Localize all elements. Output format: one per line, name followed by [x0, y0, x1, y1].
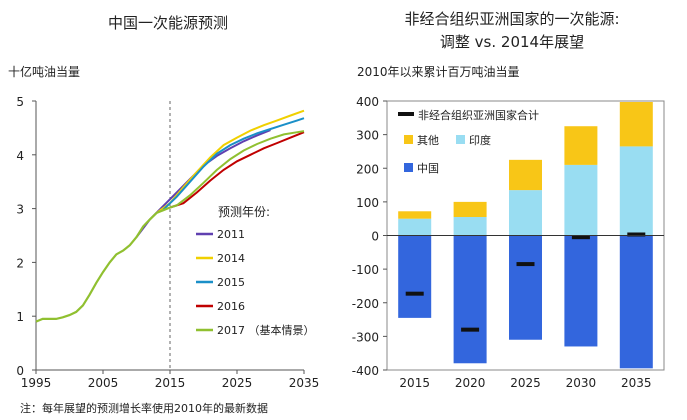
- left-x-tick-label: 2025: [222, 376, 253, 390]
- legend-label-2017: 2017 （基本情景）: [217, 323, 315, 337]
- left-y-tick-label: 3: [16, 203, 24, 217]
- legend-label-2015: 2015: [217, 276, 245, 289]
- right-x-tick-label: 2035: [621, 376, 652, 390]
- bar-other-2035: [619, 102, 653, 147]
- legend-title: 预测年份:: [218, 205, 270, 219]
- right-y-tick-label: 300: [356, 129, 379, 143]
- bar-other-2020: [453, 201, 487, 218]
- footnote: 注：每年展望的预测增长率使用2010年的最新数据: [20, 401, 268, 415]
- right-y-tick-label: -400: [352, 364, 379, 378]
- right-chart-subtitle: 调整 vs. 2014年展望: [440, 33, 584, 51]
- bar-india-2035: [619, 146, 653, 236]
- right-y-tick-label: 0: [371, 230, 379, 244]
- series-line-2015: [162, 117, 305, 211]
- left-chart-title: 中国一次能源预测: [108, 14, 228, 32]
- right-x-tick-label: 2015: [399, 376, 430, 390]
- left-y-tick-label: 4: [16, 149, 24, 163]
- bar-india-2015: [398, 218, 432, 236]
- legend-swatch-other: [404, 135, 413, 144]
- series-line-2017: [176, 130, 305, 207]
- left-y-tick-label: 1: [16, 310, 24, 324]
- right-y-tick-label: -100: [352, 263, 379, 277]
- left-x-tick-label: 2035: [289, 376, 320, 390]
- bar-india-2025: [509, 190, 542, 236]
- left-x-tick-label: 2005: [88, 376, 119, 390]
- legend-label-2016: 2016: [217, 300, 245, 313]
- series-line-2014: [156, 109, 305, 214]
- legend-label-2011: 2011: [217, 228, 245, 241]
- legend-label-total: 非经合组织亚洲国家合计: [418, 108, 539, 122]
- left-x-tick-label: 2015: [155, 376, 186, 390]
- right-y-axis-label: 2010年以来累计百万吨油当量: [357, 65, 520, 79]
- bar-china-2020: [453, 235, 487, 364]
- bar-china-2035: [619, 235, 653, 369]
- legend-label-china: 中国: [417, 162, 439, 175]
- right-y-tick-label: 400: [356, 95, 379, 109]
- bar-china-2025: [509, 235, 542, 340]
- left-x-tick-label: 1995: [21, 376, 52, 390]
- total-marker-2035: [627, 232, 646, 237]
- left-y-axis-label: 十亿吨油当量: [8, 64, 80, 79]
- bar-other-2030: [564, 126, 598, 165]
- legend-swatch-india: [456, 135, 465, 144]
- bar-india-2030: [564, 164, 598, 236]
- historical-line: [35, 204, 178, 323]
- right-y-tick-label: 200: [356, 162, 379, 176]
- series-line-2016: [169, 131, 305, 209]
- bar-other-2025: [509, 159, 542, 191]
- bar-china-2015: [398, 235, 432, 318]
- right-chart-title: 非经合组织亚洲国家的一次能源:: [404, 10, 619, 28]
- left-line-chart: 0 1 2 3 4 5 1995 2005 2015 2025 2035 预测年份: 2011 2014 2…: [16, 95, 319, 390]
- legend-swatch-total: [398, 112, 414, 116]
- total-marker-2025: [516, 262, 535, 267]
- legend-label-2014: 2014: [217, 252, 245, 265]
- right-x-tick-label: 2025: [510, 376, 541, 390]
- legend-label-india: 印度: [469, 133, 491, 147]
- right-y-tick-label: -300: [352, 330, 379, 344]
- left-y-tick-label: 0: [16, 364, 24, 378]
- total-marker-2020: [461, 327, 480, 332]
- bar-other-2015: [398, 211, 432, 219]
- bar-china-2030: [564, 235, 598, 347]
- right-y-tick-label: 100: [356, 196, 379, 210]
- right-bar-chart: -400 -300 -200 -100 0 100 200 300 400 2015 2020 202…: [352, 95, 665, 390]
- legend-label-other: 其他: [417, 134, 439, 147]
- total-marker-2015: [405, 291, 424, 296]
- total-marker-2030: [571, 235, 590, 240]
- left-y-tick-label: 5: [16, 95, 24, 109]
- right-x-tick-label: 2020: [455, 376, 486, 390]
- left-y-tick-label: 2: [16, 256, 24, 270]
- right-y-tick-label: -200: [352, 297, 379, 311]
- right-x-tick-label: 2030: [566, 376, 597, 390]
- legend-swatch-china: [404, 163, 413, 172]
- bar-india-2020: [453, 217, 487, 236]
